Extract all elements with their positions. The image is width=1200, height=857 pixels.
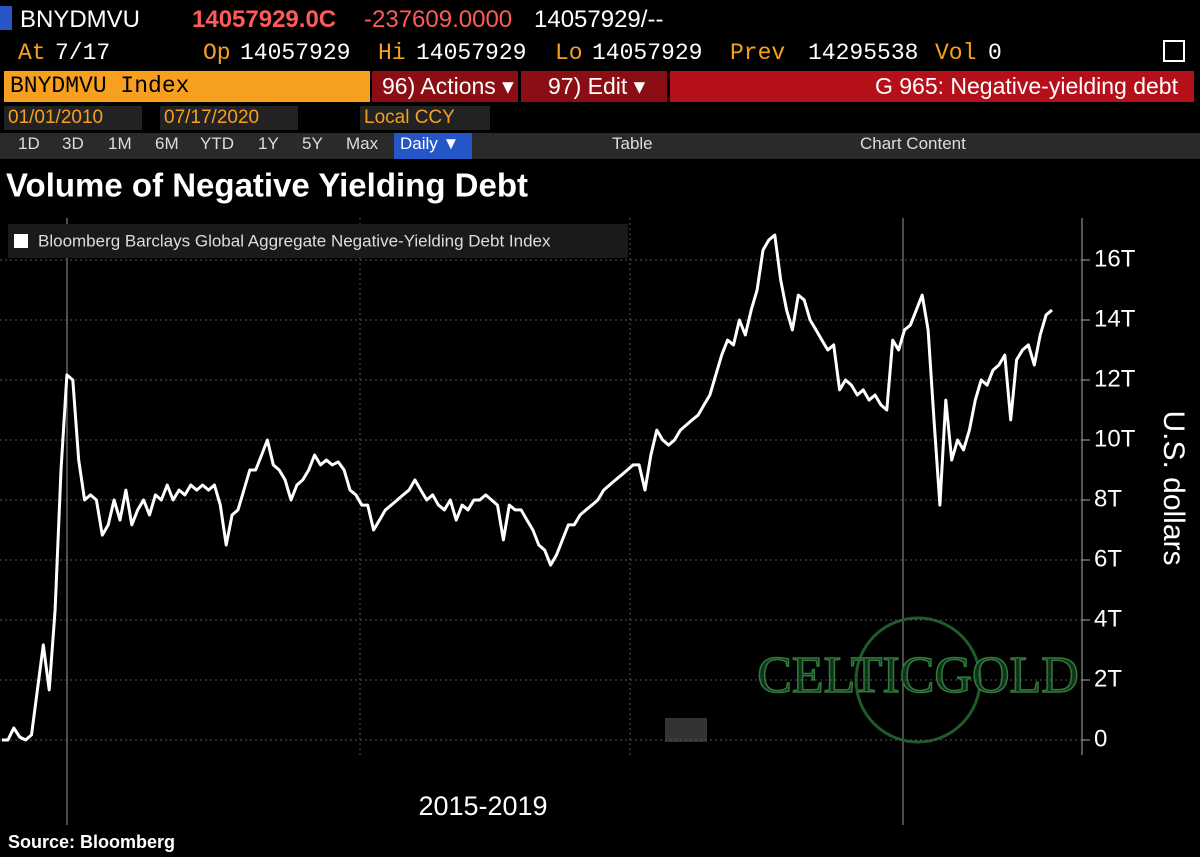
y-tick-label: 10T	[1094, 425, 1136, 452]
function-label: G 965: Negative-yielding debt	[874, 73, 1178, 99]
edit-button[interactable]	[521, 71, 667, 102]
quote-label: At	[18, 40, 46, 66]
legend-label: Bloomberg Barclays Global Aggregate Nega…	[38, 231, 551, 250]
quote-value: 14057929	[416, 40, 527, 66]
legend-swatch	[14, 234, 28, 248]
edit-label: 97) Edit ▾	[548, 73, 646, 99]
quote-value: 14057929	[592, 40, 703, 66]
period-button[interactable]: Max	[346, 134, 379, 153]
currency-field[interactable]	[360, 106, 490, 130]
end-field[interactable]	[160, 106, 298, 130]
source: Source: Bloomberg	[8, 832, 175, 852]
x-axis-label: 2015-2019	[418, 791, 547, 821]
popout-icon[interactable]	[1163, 40, 1185, 62]
price: 14057929.0C	[192, 6, 337, 33]
y-tick-label: 12T	[1094, 365, 1136, 392]
quote-label: Prev	[730, 40, 786, 66]
chart-type-button[interactable]	[665, 718, 707, 742]
chart-content-button[interactable]: Chart Content	[860, 134, 966, 153]
quote-label: Vol	[935, 40, 977, 66]
function-bar	[670, 71, 1194, 102]
quote-label: Hi	[378, 40, 406, 66]
actions-button[interactable]	[372, 71, 518, 102]
plot-area	[0, 218, 1082, 755]
start-field[interactable]	[4, 106, 142, 130]
frequency-button[interactable]	[394, 133, 472, 159]
y-tick-label: 0	[1094, 725, 1107, 752]
change: -237609.0000	[364, 6, 513, 33]
watermark: CELTICGOLD	[756, 616, 1080, 744]
chart-title: Volume of Negative Yielding Debt	[6, 167, 528, 204]
security: BNYDMVU Index	[10, 73, 190, 99]
period-button[interactable]: 1D	[18, 134, 40, 153]
period-button[interactable]: 6M	[155, 134, 179, 153]
period-button[interactable]: 1Y	[258, 134, 279, 153]
period-button[interactable]: 3D	[62, 134, 84, 153]
toolbar	[0, 133, 1200, 159]
period-button[interactable]: 1M	[108, 134, 132, 153]
series-line	[2, 233, 1053, 742]
period-button[interactable]: YTD	[200, 134, 234, 153]
y-tick-label: 16T	[1094, 245, 1136, 272]
end-date: 07/17/2020	[164, 107, 260, 128]
y-tick-label: 6T	[1094, 545, 1122, 572]
y-tick-label: 14T	[1094, 305, 1136, 332]
ticker-marker	[0, 6, 12, 30]
y-axis-label: U.S. dollars	[1157, 410, 1190, 565]
table-button[interactable]: Table	[612, 134, 653, 153]
y-tick-label: 4T	[1094, 605, 1122, 632]
y-tick-label: 8T	[1094, 485, 1122, 512]
security-box[interactable]	[4, 71, 370, 102]
watermark-text: CELTICGOLD	[757, 647, 1079, 704]
currency: Local CCY	[364, 107, 455, 128]
quote-value: 0	[988, 40, 1002, 66]
quote-label: Op	[203, 40, 231, 66]
quote-label: Lo	[555, 40, 583, 66]
actions-label: 96) Actions ▾	[382, 73, 514, 99]
ticker: BNYDMVU	[20, 6, 141, 33]
quote-value: 14295538	[808, 40, 919, 66]
vertical-grid	[66, 218, 904, 825]
legend	[8, 224, 628, 258]
frequency: Daily ▼	[400, 134, 460, 153]
y-tick-label: 2T	[1094, 665, 1122, 692]
period-button[interactable]: 5Y	[302, 134, 323, 153]
quote-value: 7/17	[55, 40, 111, 66]
quote-value: 14057929	[240, 40, 351, 66]
start-date: 01/01/2010	[8, 107, 104, 128]
last: 14057929/--	[534, 6, 664, 33]
